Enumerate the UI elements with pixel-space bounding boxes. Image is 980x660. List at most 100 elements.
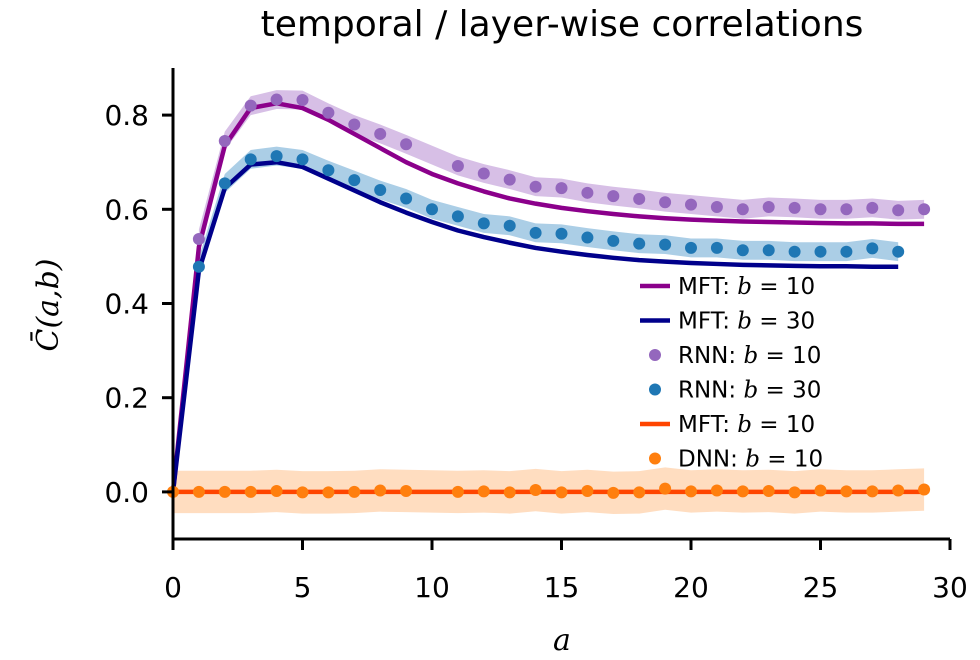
series-3-point [659, 238, 672, 251]
legend-label: MFT: b = 30 [678, 309, 815, 335]
series-3-point [296, 153, 309, 166]
series-5-point [840, 485, 853, 498]
series-3-point [866, 242, 879, 255]
series-2-point [218, 135, 231, 148]
series-2-point [270, 93, 283, 106]
legend-label: MFT: b = 10 [678, 412, 815, 438]
series-5-point [788, 486, 801, 499]
series-5-point [659, 482, 672, 495]
series-2-point [736, 203, 749, 216]
legend-label: RNN: b = 10 [678, 343, 821, 369]
x-tick-label: 15 [544, 571, 580, 604]
y-tick-label: 0.8 [104, 99, 149, 132]
series-5-point [607, 486, 620, 499]
series-5-point [451, 485, 464, 498]
series-3-point [736, 244, 749, 257]
series-2-point [840, 203, 853, 216]
series-2-point [659, 196, 672, 209]
x-tick-label: 30 [932, 571, 968, 604]
series-3-point [218, 177, 231, 190]
series-3-point [400, 192, 413, 205]
series-3-point [426, 203, 438, 216]
series-5-point [374, 484, 387, 497]
legend-swatch-marker [649, 349, 661, 361]
series-3-point [581, 231, 594, 244]
series-2-point [348, 118, 361, 131]
chart-title: temporal / layer-wise correlations [261, 4, 864, 45]
series-3-point [348, 174, 361, 187]
series-2-point [762, 200, 775, 213]
series-3-band [198, 146, 899, 277]
series-2-point [244, 99, 257, 112]
series-3-point [322, 164, 335, 177]
series-5-point [192, 485, 205, 498]
y-axis-label: C̄(a,b) [30, 259, 66, 352]
series-2-point [374, 127, 387, 140]
series-5-point [296, 486, 309, 499]
series-3-point [503, 219, 516, 232]
axis-ticks: 0 5 10 15 20 25 30 0.0 0.2 0.4 0.6 0.8 [104, 99, 967, 604]
series-3-point [555, 227, 568, 240]
legend: MFT: b = 10 MFT: b = 30 RNN: b = 10 RNN: b … [640, 274, 823, 473]
series-2-point [918, 203, 931, 216]
series-2-point [555, 182, 568, 195]
legend-label: RNN: b = 30 [678, 378, 821, 404]
series-2-point [581, 186, 594, 199]
series-5-point [814, 484, 827, 497]
series-3-point [477, 217, 490, 230]
y-axis-label-group: C̄(a,b) [30, 259, 66, 352]
series-5-point [918, 483, 931, 496]
series-3-point [192, 260, 205, 273]
series-2-point [685, 198, 697, 211]
series-5-point [348, 485, 361, 498]
series-3-point [685, 241, 697, 254]
legend-swatch-marker [649, 383, 661, 396]
series-5-point [762, 484, 775, 497]
series-3-point [270, 150, 283, 163]
series-3-point [529, 226, 542, 239]
series-3-point [840, 245, 853, 258]
series-3-point [814, 245, 827, 258]
series-5-point [477, 485, 490, 498]
x-tick-label: 20 [673, 571, 709, 604]
series-5-point [270, 484, 283, 497]
series-3-point [892, 245, 905, 258]
series-2-point [814, 203, 827, 216]
series-3-point [451, 210, 464, 223]
x-axis-label: a [553, 623, 571, 658]
series-3-point [244, 153, 257, 166]
series-2-point [633, 192, 646, 205]
series-5-point [218, 485, 231, 498]
series-2-point [477, 167, 490, 180]
legend-swatch-marker [649, 452, 661, 465]
series-5-point [710, 484, 723, 497]
series-5-point [736, 485, 749, 498]
series-2-point [400, 138, 413, 151]
series-2-point [710, 200, 723, 213]
series-3-point [607, 234, 620, 247]
legend-label: MFT: b = 10 [678, 274, 815, 300]
series-3-point [710, 241, 723, 254]
series-2-point [296, 94, 309, 107]
series-5-point [633, 486, 646, 499]
y-tick-label: 0.6 [104, 193, 149, 226]
series-5-point [555, 486, 568, 499]
series-0-line [170, 101, 925, 493]
x-tick-label: 0 [164, 571, 182, 604]
series-2-point [866, 201, 879, 214]
series-5-point [866, 485, 879, 498]
legend-label: DNN: b = 10 [678, 447, 823, 473]
series-5-point [892, 484, 905, 497]
y-tick-label: 0.2 [104, 382, 149, 415]
series-3-point [788, 245, 801, 258]
axes [171, 68, 950, 541]
series-2-point [892, 204, 905, 217]
series-2-point [451, 159, 464, 172]
x-tick-label: 25 [803, 571, 839, 604]
series-2-point [529, 180, 542, 193]
series-1-line [170, 159, 899, 493]
series-5-point [503, 486, 516, 499]
series-2-point [192, 232, 205, 245]
series-2-point [503, 173, 516, 186]
